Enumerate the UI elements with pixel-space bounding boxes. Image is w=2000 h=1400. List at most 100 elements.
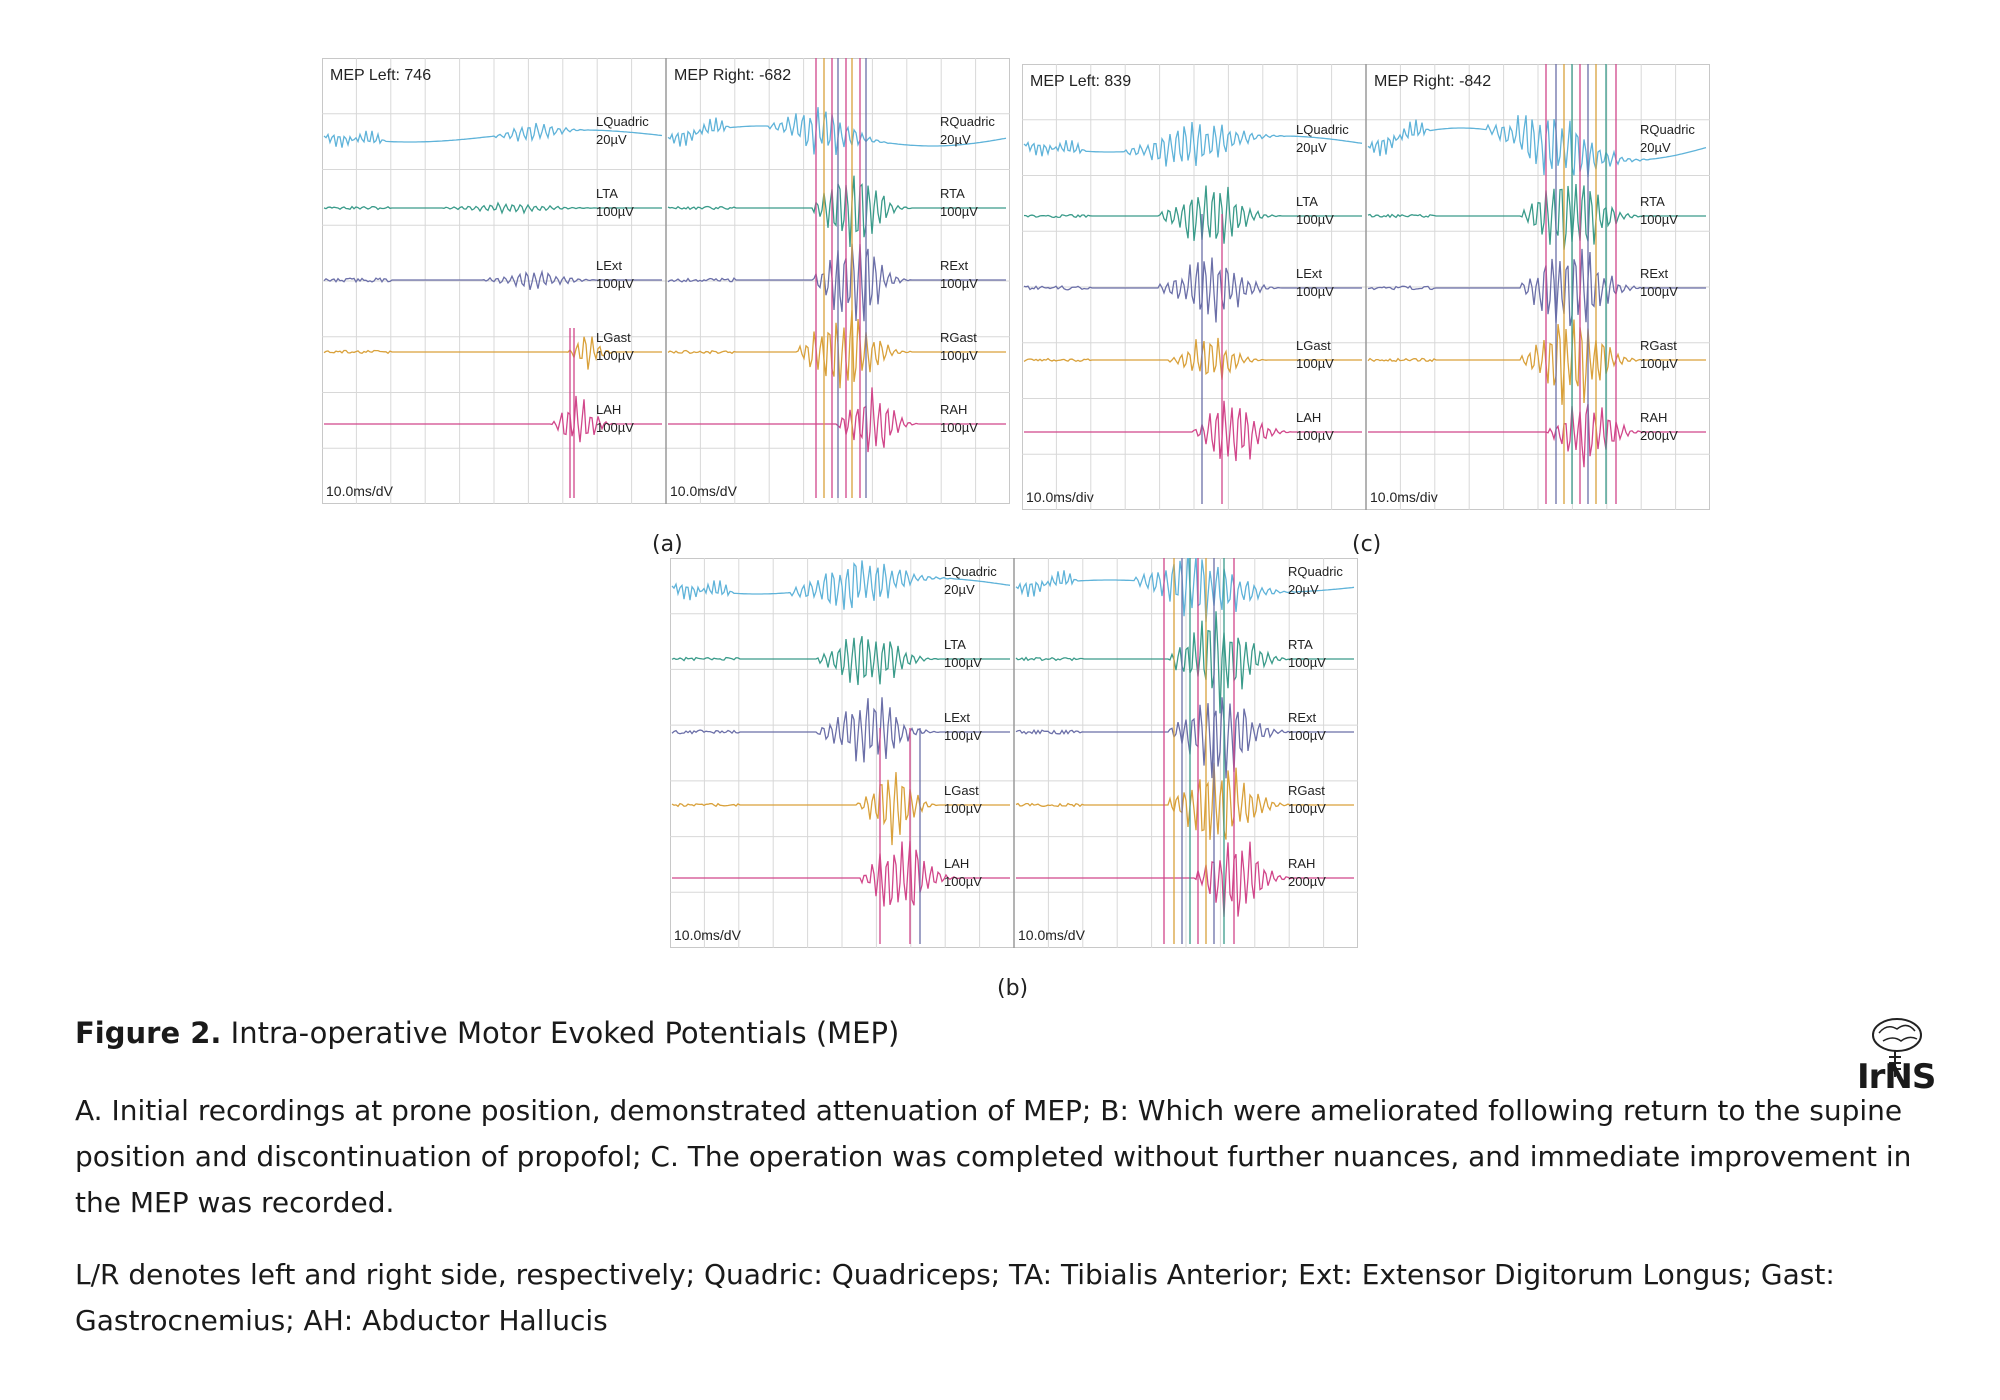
trace-rta: [1015, 611, 1354, 714]
panel-a-plot: MEP Left: 746 10.0ms/dV LQuadric 20µV LTA 100…: [322, 58, 1010, 504]
channel-name-lext: LExt: [596, 258, 622, 273]
channel-name-rta: RTA: [1288, 637, 1313, 652]
channel-name-lquadric: LQuadric: [944, 564, 997, 579]
channel-scale-lquadric: 20µV: [596, 132, 627, 147]
channel-name-lta: LTA: [944, 637, 966, 652]
channel-name-lext: LExt: [944, 710, 970, 725]
right-timebase: 10.0ms/dV: [670, 483, 738, 499]
trace-rgast: [1367, 319, 1706, 405]
left-timebase: 10.0ms/dV: [674, 927, 742, 943]
channel-scale-rext: 100µV: [1640, 284, 1678, 299]
caption-block: A. Initial recordings at prone position,…: [75, 1088, 1955, 1226]
channel-name-lta: LTA: [1296, 194, 1318, 209]
channel-scale-rta: 100µV: [1640, 212, 1678, 227]
channel-scale-lah: 100µV: [596, 420, 634, 435]
trace-lgast: [671, 772, 1010, 846]
trace-rah: [668, 387, 1006, 453]
channel-scale-lgast: 100µV: [1296, 356, 1334, 371]
channel-name-lah: LAH: [1296, 410, 1321, 425]
channel-name-rta: RTA: [1640, 194, 1665, 209]
trace-rquadric: [1367, 115, 1707, 178]
trace-lta: [1023, 185, 1362, 244]
trace-rquadric: [667, 107, 1007, 155]
irns-logo: IrNS: [1855, 1015, 1965, 1097]
trace-rgast: [667, 310, 1006, 389]
channel-name-lah: LAH: [944, 856, 969, 871]
channel-name-lquadric: LQuadric: [1296, 122, 1349, 137]
panel-a: MEP Left: 746 10.0ms/dV LQuadric 20µV LTA 100…: [322, 58, 1010, 504]
channel-name-rext: RExt: [940, 258, 969, 273]
channel-scale-rta: 100µV: [940, 204, 978, 219]
channel-name-lext: LExt: [1296, 266, 1322, 281]
channel-name-rquadric: RQuadric: [1640, 122, 1695, 137]
channel-name-rquadric: RQuadric: [1288, 564, 1343, 579]
trace-lah: [324, 395, 662, 443]
trace-rext: [1015, 697, 1354, 779]
channel-scale-rgast: 100µV: [940, 348, 978, 363]
left-timebase: 10.0ms/div: [1026, 489, 1094, 505]
channel-name-rquadric: RQuadric: [940, 114, 995, 129]
trace-lta: [671, 636, 1010, 686]
channel-scale-lext: 100µV: [596, 276, 634, 291]
panel-c-label: (c): [1352, 532, 1382, 557]
trace-rext: [667, 243, 1006, 322]
channel-scale-rquadric: 20µV: [940, 132, 971, 147]
left-timebase: 10.0ms/dV: [326, 483, 394, 499]
channel-scale-lta: 100µV: [596, 204, 634, 219]
logo-text: IrNS: [1857, 1057, 1936, 1097]
channel-scale-lgast: 100µV: [596, 348, 634, 363]
right-timebase: 10.0ms/div: [1370, 489, 1438, 505]
channel-name-lquadric: LQuadric: [596, 114, 649, 129]
brain-spine-icon: [1872, 1018, 1922, 1077]
channel-scale-lta: 100µV: [1296, 212, 1334, 227]
channel-scale-lquadric: 20µV: [1296, 140, 1327, 155]
trace-lext: [1023, 257, 1362, 323]
trace-lta: [323, 201, 662, 215]
channel-name-rah: RAH: [1288, 856, 1315, 871]
left-mep-header: MEP Left: 746: [330, 67, 431, 84]
channel-scale-lta: 100µV: [944, 655, 982, 670]
channel-scale-lah: 100µV: [944, 874, 982, 889]
channel-name-rext: RExt: [1288, 710, 1317, 725]
channel-scale-rah: 200µV: [1640, 428, 1678, 443]
figure-title-text: Intra-operative Motor Evoked Potentials …: [221, 1016, 900, 1050]
left-mep-header: MEP Left: 839: [1030, 73, 1131, 90]
trace-lgast: [1023, 337, 1362, 380]
channel-scale-rquadric: 20µV: [1640, 140, 1671, 155]
trace-lquadric: [323, 122, 663, 148]
channel-scale-rext: 100µV: [1288, 728, 1326, 743]
trace-lquadric: [671, 560, 1011, 610]
figure-number: Figure 2.: [75, 1016, 222, 1050]
channel-name-rah: RAH: [1640, 410, 1667, 425]
trace-rta: [1367, 183, 1706, 250]
channel-scale-rgast: 100µV: [1640, 356, 1678, 371]
channel-name-rext: RExt: [1640, 266, 1669, 281]
trace-rah: [1016, 841, 1354, 918]
channel-name-rgast: RGast: [1640, 338, 1677, 353]
channel-name-lta: LTA: [596, 186, 618, 201]
channel-name-rgast: RGast: [1288, 783, 1325, 798]
trace-rquadric: [1015, 558, 1355, 623]
trace-lquadric: [1023, 121, 1363, 167]
channel-scale-rquadric: 20µV: [1288, 582, 1319, 597]
channel-scale-lquadric: 20µV: [944, 582, 975, 597]
channel-scale-rta: 100µV: [1288, 655, 1326, 670]
channel-scale-lext: 100µV: [1296, 284, 1334, 299]
caption-block-2: L/R denotes left and right side, respect…: [75, 1252, 1955, 1344]
channel-name-rgast: RGast: [940, 330, 977, 345]
trace-lgast: [323, 336, 662, 370]
panel-b-label: (b): [997, 976, 1029, 1001]
trace-lext: [323, 269, 662, 290]
panel-b: 10.0ms/dV LQuadric 20µV LTA 100µV LExt 100µV LG…: [670, 558, 1358, 948]
channel-scale-rah: 100µV: [940, 420, 978, 435]
channel-scale-lext: 100µV: [944, 728, 982, 743]
trace-rext: [1367, 248, 1706, 327]
right-timebase: 10.0ms/dV: [1018, 927, 1086, 943]
trace-rta: [667, 175, 1006, 248]
channel-name-rta: RTA: [940, 186, 965, 201]
right-mep-header: MEP Right: -842: [1374, 73, 1491, 90]
caption-paragraph-1: A. Initial recordings at prone position,…: [75, 1094, 1912, 1219]
channel-name-lgast: LGast: [944, 783, 979, 798]
panel-c-plot: MEP Left: 839 10.0ms/div LQuadric 20µV LTA 10…: [1022, 64, 1710, 510]
channel-scale-rah: 200µV: [1288, 874, 1326, 889]
